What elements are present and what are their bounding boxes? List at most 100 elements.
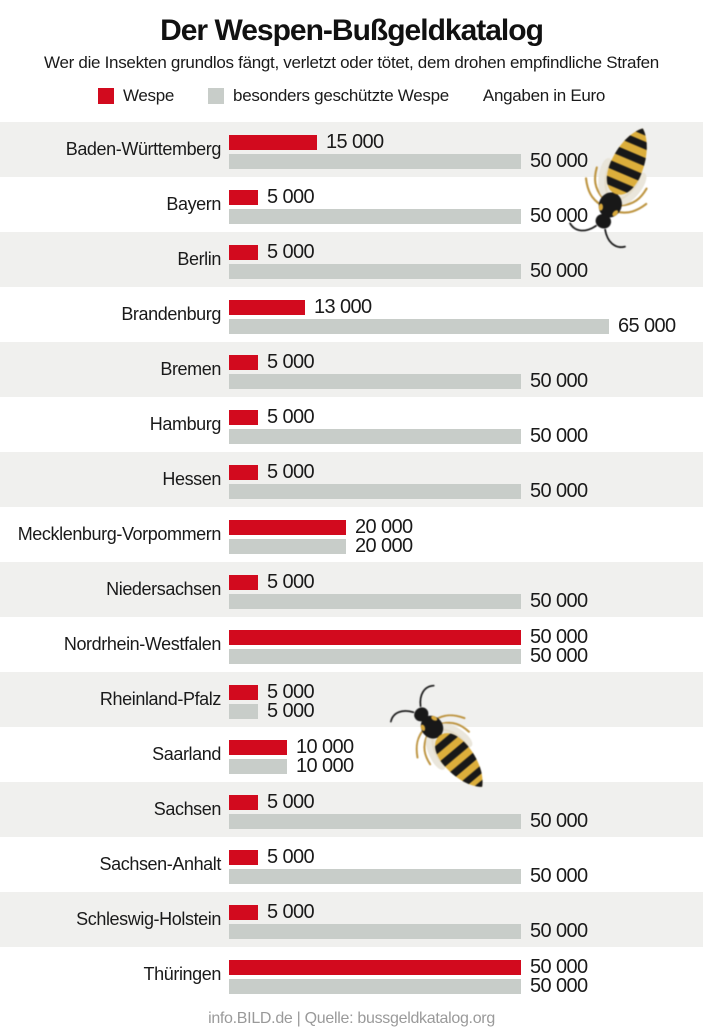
wespe-value: 5 000 [267,901,315,923]
geschuetzt-bar-line: 50 000 [229,425,588,447]
source-credit: info.BILD.de | Quelle: bussgeldkatalog.o… [208,1009,495,1027]
legend-item-unit: Angaben in Euro [483,86,605,106]
geschuetzt-bar-line: 50 000 [229,810,588,832]
wespe-value: 5 000 [267,681,315,703]
wespe-value: 15 000 [326,131,384,153]
geschuetzt-bar [229,374,521,389]
geschuetzt-bar [229,814,521,829]
chart-row: Nordrhein-Westfalen 50 000 50 000 [0,617,703,672]
geschuetzt-swatch-icon [208,88,225,104]
geschuetzt-value: 50 000 [530,260,588,282]
geschuetzt-value: 50 000 [530,865,588,887]
geschuetzt-value: 50 000 [530,810,588,832]
chart-row: Brandenburg 13 000 65 000 [0,287,703,342]
wespe-bar [229,960,521,975]
geschuetzt-value: 10 000 [296,755,354,777]
state-label: Bremen [160,359,221,379]
geschuetzt-bar-line: 50 000 [229,920,588,942]
chart-row: Rheinland-Pfalz 5 000 5 000 [0,672,703,727]
wespe-value: 5 000 [267,846,315,868]
geschuetzt-value: 5 000 [267,700,315,722]
row-bars: 15 000 50 000 [229,122,588,177]
geschuetzt-bar [229,594,521,609]
state-label: Nordrhein-Westfalen [63,634,222,654]
footer: info.BILD.de | Quelle: bussgeldkatalog.o… [0,1002,703,1035]
row-bars: 10 000 10 000 [229,727,354,782]
chart-row: Hamburg 5 000 50 000 [0,397,703,452]
geschuetzt-bar [229,429,521,444]
wespe-bar-line: 10 000 [229,736,354,758]
wespe-bar-line: 5 000 [229,241,588,263]
chart-row: Berlin 5 000 50 000 [0,232,703,287]
row-bars: 13 000 65 000 [229,287,676,342]
row-bars: 5 000 50 000 [229,892,588,947]
wespe-bar [229,190,258,205]
geschuetzt-bar-line: 50 000 [229,370,588,392]
chart-row: Bayern 5 000 50 000 [0,177,703,232]
wespe-bar-line: 5 000 [229,186,588,208]
geschuetzt-bar-line: 50 000 [229,150,588,172]
geschuetzt-bar [229,704,258,719]
row-bars: 5 000 5 000 [229,672,315,727]
wespe-bar [229,630,521,645]
geschuetzt-bar-line: 50 000 [229,865,588,887]
wespe-value: 5 000 [267,351,315,373]
geschuetzt-bar [229,154,521,169]
row-bars: 5 000 50 000 [229,397,588,452]
wespe-bar-line: 50 000 [229,626,588,648]
wespe-bar [229,685,258,700]
row-bars: 5 000 50 000 [229,342,588,397]
wespe-bar [229,850,258,865]
chart-row: Sachsen 5 000 50 000 [0,782,703,837]
wespe-bar [229,740,287,755]
geschuetzt-bar-line: 50 000 [229,260,588,282]
legend-unit-label: Angaben in Euro [482,86,606,105]
row-bars: 5 000 50 000 [229,177,588,232]
row-bars: 20 000 20 000 [229,507,413,562]
geschuetzt-bar-line: 50 000 [229,590,588,612]
state-label: Schleswig-Holstein [76,909,221,929]
geschuetzt-bar-line: 50 000 [229,975,588,997]
wespe-bar-line: 5 000 [229,461,588,483]
row-bars: 5 000 50 000 [229,452,588,507]
row-bars: 5 000 50 000 [229,562,588,617]
geschuetzt-bar [229,649,521,664]
wespe-value: 20 000 [355,516,413,538]
state-label: Thüringen [143,964,222,984]
wespe-bar [229,905,258,920]
wespe-value: 50 000 [530,956,588,978]
chart-row: Niedersachsen 5 000 50 000 [0,562,703,617]
geschuetzt-bar-line: 20 000 [229,535,413,557]
chart-row: Schleswig-Holstein 5 000 50 000 [0,892,703,947]
state-label: Sachsen-Anhalt [99,854,222,874]
chart-row: Hessen 5 000 50 000 [0,452,703,507]
geschuetzt-bar-line: 50 000 [229,205,588,227]
wespe-bar-line: 13 000 [229,296,676,318]
state-label: Berlin [177,249,221,269]
geschuetzt-value: 50 000 [530,205,588,227]
row-bars: 50 000 50 000 [229,617,588,672]
wespe-swatch-icon [97,88,114,104]
state-label: Niedersachsen [106,579,221,599]
wespe-bar [229,410,258,425]
geschuetzt-bar [229,209,521,224]
wespe-value: 5 000 [267,571,315,593]
wespe-bar-line: 5 000 [229,681,315,703]
geschuetzt-value: 50 000 [530,425,588,447]
legend-geschuetzt-label: besonders geschützte Wespe [233,86,449,105]
state-label: Hamburg [149,414,222,434]
state-label: Mecklenburg-Vorpommern [17,524,222,544]
wespe-bar [229,300,305,315]
state-label: Baden-Württemberg [65,139,222,159]
wespe-value: 5 000 [267,791,315,813]
geschuetzt-value: 65 000 [618,315,676,337]
wespe-bar [229,355,258,370]
geschuetzt-bar [229,484,521,499]
geschuetzt-bar-line: 5 000 [229,700,315,722]
wespe-value: 10 000 [296,736,354,758]
geschuetzt-value: 50 000 [530,920,588,942]
chart-row: Mecklenburg-Vorpommern 20 000 20 000 [0,507,703,562]
wespe-bar [229,465,258,480]
geschuetzt-value: 50 000 [530,370,588,392]
